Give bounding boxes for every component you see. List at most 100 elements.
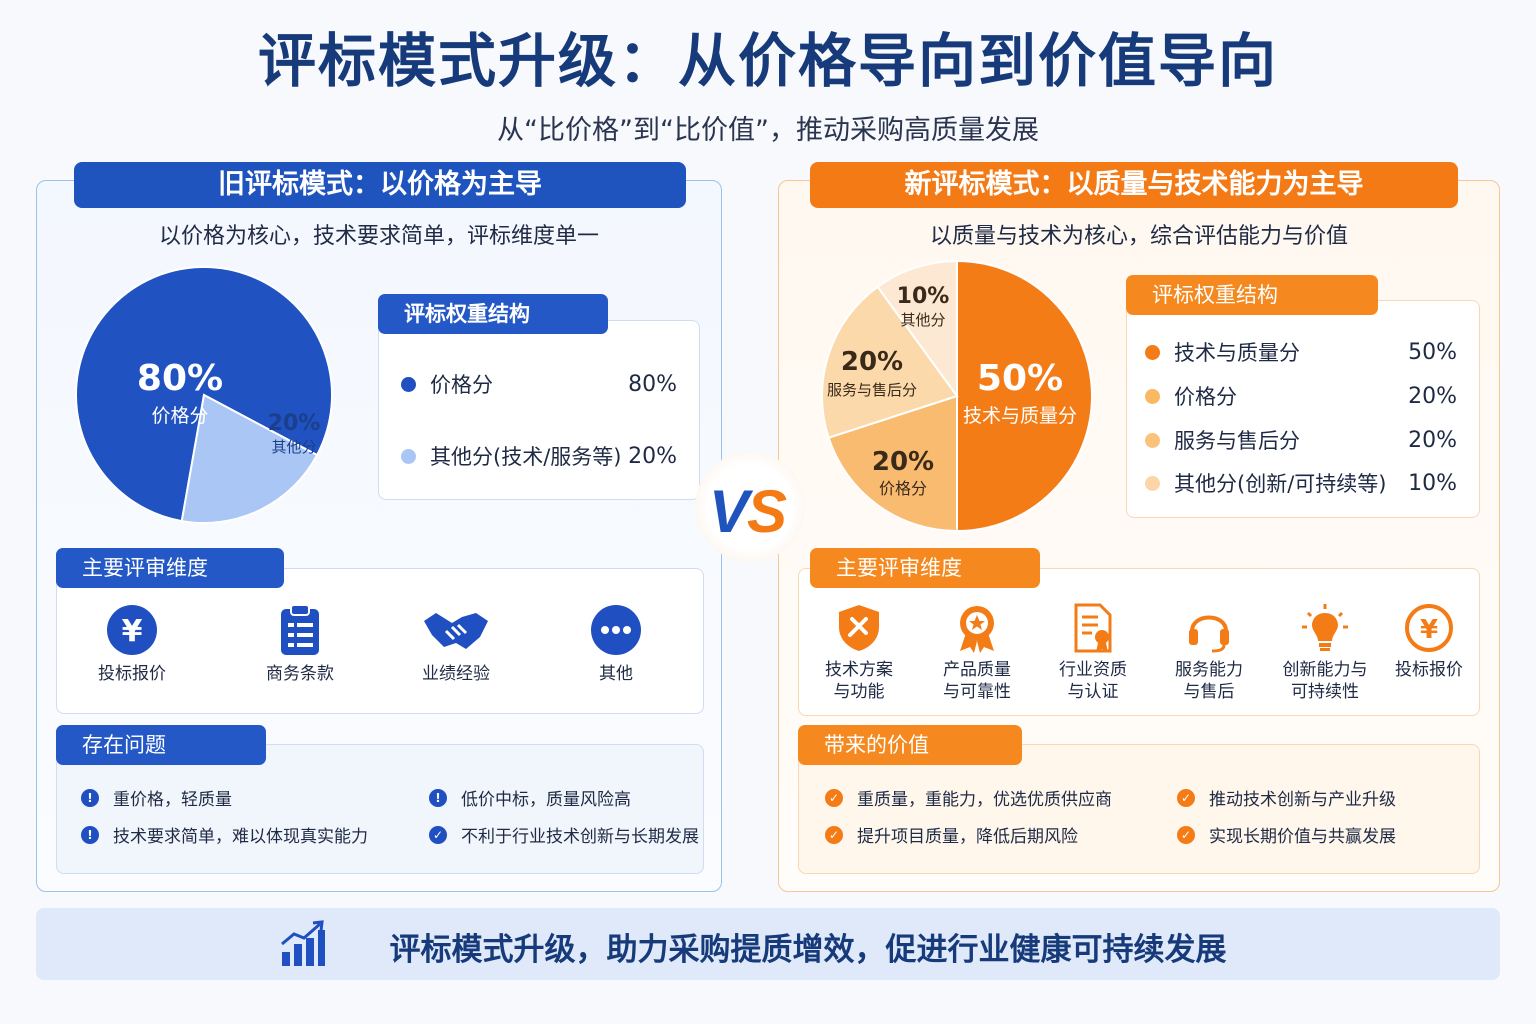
new-weight-row: 服务与售后分 20% (1127, 425, 1479, 455)
old-dimensions-box: ¥ 投标报价 商务条款 业绩经验 其他 (56, 568, 704, 714)
old-mode-header: 旧评标模式：以价格为主导 (74, 162, 686, 208)
dimension-label-line2: 与功能 (833, 682, 885, 702)
new-pie-price-value: 20% (872, 447, 934, 477)
value-item: ✓ 提升项目质量，降低后期风险 (825, 822, 1078, 847)
vs-icon: V S (709, 478, 787, 545)
legend-dot-icon (1145, 344, 1160, 360)
issue-text: 重价格，轻质量 (113, 790, 232, 810)
shield-tools-icon (839, 605, 879, 651)
issue-item: ! 技术要求简单，难以体现真实能力 (81, 822, 368, 847)
new-values-title: 带来的价值 (798, 725, 1022, 765)
vs-badge: V S (695, 452, 805, 562)
value-text: 实现长期价值与共赢发展 (1209, 827, 1396, 847)
old-pie-other-value: 20% (268, 411, 321, 436)
footer-banner (36, 908, 1500, 980)
dimension-item: ¥ 投标报价 (77, 603, 187, 685)
dimension-label-line2: 与可靠性 (943, 682, 1011, 702)
value-text: 推动技术创新与产业升级 (1209, 790, 1396, 810)
svg-text:S: S (747, 478, 787, 545)
old-issues-box: ! 重价格，轻质量 ! 低价中标，质量风险高 ! 技术要求简单，难以体现真实能力… (56, 744, 704, 874)
dimension-label-line2: 与售后 (1183, 682, 1235, 702)
certificate-icon (1074, 603, 1112, 653)
new-pie-other-label: 其他分 (900, 311, 945, 329)
dimension-item: 行业资质 与认证 (1039, 603, 1147, 703)
new-pie-other-value: 10% (897, 284, 950, 309)
new-dimensions-title: 主要评审维度 (810, 548, 1040, 588)
svg-text:¥: ¥ (1420, 615, 1438, 645)
dimension-label: 商务条款 (266, 664, 334, 684)
legend-dot-icon (401, 376, 416, 392)
old-pie-price-value: 80% (137, 358, 223, 399)
value-item: ✓ 重质量，重能力，优选优质供应商 (825, 785, 1112, 810)
legend-dot-icon (1145, 432, 1160, 448)
old-pie-chart: 80% 价格分 20% 其他分 (75, 266, 333, 524)
issue-item: ! 低价中标，质量风险高 (429, 785, 631, 810)
page-title: 评标模式升级：从价格导向到价值导向 (257, 27, 1278, 95)
new-weight-value: 50% (1408, 339, 1457, 365)
dimension-item: 创新能力与 可持续性 (1271, 603, 1379, 703)
issue-item: ✓ 不利于行业技术创新与长期发展 (429, 822, 699, 847)
check-icon: ✓ (1177, 788, 1195, 807)
old-mode-description: 以价格为核心，技术要求简单，评标维度单一 (158, 224, 599, 249)
svg-text:¥: ¥ (122, 614, 143, 649)
dimension-label-line1: 创新能力与 (1282, 660, 1368, 680)
dimension-item: 其他 (561, 603, 671, 685)
old-issues-title: 存在问题 (56, 725, 266, 765)
issue-item: ! 重价格，轻质量 (81, 785, 232, 810)
old-dimensions-title: 主要评审维度 (56, 548, 284, 588)
legend-dot-icon (401, 448, 416, 464)
old-weight-label: 价格分 (430, 373, 493, 397)
new-weight-label: 其他分(创新/可持续等) (1174, 472, 1387, 496)
value-item: ✓ 推动技术创新与产业升级 (1177, 785, 1396, 810)
new-pie-slice-1 (827, 394, 958, 533)
new-weight-label: 价格分 (1174, 385, 1237, 409)
new-weight-label: 服务与售后分 (1174, 429, 1300, 453)
new-weight-value: 20% (1408, 383, 1457, 409)
lightbulb-icon (1302, 604, 1348, 651)
new-pie-service-value: 20% (841, 347, 903, 377)
clipboard-icon (281, 604, 319, 655)
legend-dot-icon (1145, 475, 1160, 491)
dimension-label-line2: 与认证 (1067, 682, 1119, 702)
dimension-label: 投标报价 (98, 664, 166, 684)
old-weight-value: 80% (628, 371, 677, 397)
check-icon: ✓ (825, 788, 843, 807)
new-mode-header: 新评标模式：以质量与技术能力为主导 (810, 162, 1458, 208)
footer-text: 评标模式升级，助力采购提质增效，促进行业健康可持续发展 (389, 932, 1227, 968)
new-weight-value: 20% (1408, 427, 1457, 453)
old-weights-box: 价格分 80% 其他分(技术/服务等) 20% (378, 320, 700, 500)
value-item: ✓ 实现长期价值与共赢发展 (1177, 822, 1396, 847)
dimension-label-line1: 产品质量 (943, 660, 1011, 680)
dimension-item: 产品质量 与可靠性 (923, 603, 1031, 703)
dimension-label-line1: 服务能力 (1175, 660, 1243, 680)
yen-coin-icon: ¥ (107, 605, 157, 655)
yen-coin-icon: ¥ (1405, 604, 1453, 652)
dimension-label: 业绩经验 (422, 664, 490, 684)
old-pie-price-label: 价格分 (151, 405, 208, 427)
new-pie-tech-label: 技术与质量分 (963, 405, 1077, 427)
old-weight-row: 价格分 80% (379, 369, 699, 399)
new-pie-price-label: 价格分 (879, 479, 927, 498)
new-weight-value: 10% (1408, 470, 1457, 496)
check-icon: ✓ (429, 825, 447, 844)
new-weight-row: 价格分 20% (1127, 381, 1479, 411)
value-text: 重质量，重能力，优选优质供应商 (857, 790, 1112, 810)
new-pie-slice-3 (876, 259, 958, 400)
new-pie-slice-0 (956, 259, 1093, 533)
old-pie-slice-1 (180, 393, 319, 524)
dimension-item: 服务能力 与售后 (1155, 603, 1263, 703)
page-subtitle: 从“比价格”到“比价值”，推动采购高质量发展 (497, 115, 1039, 146)
new-dimensions-box: 技术方案 与功能 产品质量 与可靠性 行业资质 与认证 服务能力 与售后 (798, 568, 1480, 716)
dimension-label-line2: 可持续性 (1291, 682, 1359, 702)
new-pie-slice-2 (821, 285, 959, 439)
exclamation-icon: ! (81, 788, 99, 807)
old-weights-title: 评标权重结构 (378, 294, 608, 334)
handshake-icon (424, 613, 488, 649)
new-weights-box: 技术与质量分 50% 价格分 20% 服务与售后分 20% 其他分(创新/可持续… (1126, 300, 1480, 518)
new-weight-row: 技术与质量分 50% (1127, 337, 1479, 367)
new-pie-chart: 50% 技术与质量分 20% 价格分 20% 服务与售后分 10% 其他分 (821, 259, 1093, 533)
old-weight-value: 20% (628, 443, 677, 469)
value-text: 提升项目质量，降低后期风险 (857, 827, 1078, 847)
exclamation-icon: ! (81, 825, 99, 844)
new-weight-row: 其他分(创新/可持续等) 10% (1127, 468, 1479, 498)
